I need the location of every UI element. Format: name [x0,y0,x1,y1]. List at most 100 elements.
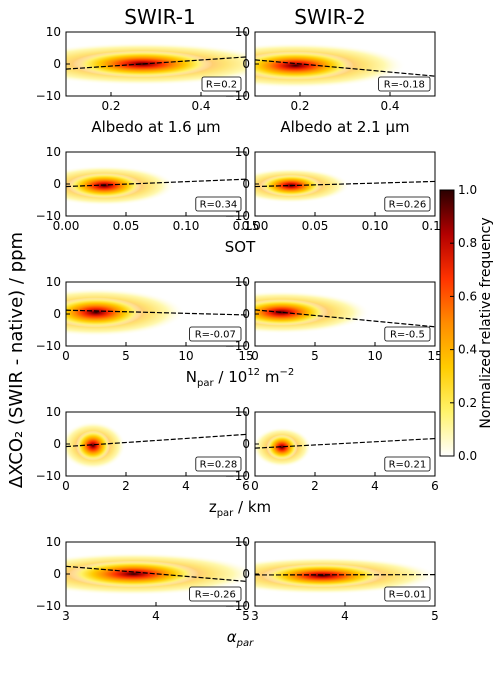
y-tick-label: −10 [36,599,61,613]
x-tick-label: 3 [251,609,259,623]
density-heatmap [255,427,312,468]
panel-r0-c0: 10 0 −10 0.2 0.4 R=0.2 Albedo at 1.6 μm [36,25,247,136]
y-tick-label: 10 [46,405,61,419]
x-tick-label: 5 [122,349,130,363]
x-tick-label: 6 [242,479,250,493]
y-tick-label: 0 [53,57,61,71]
correlation-label: R=-0.5 [390,330,425,341]
y-tick-label: 10 [235,25,250,39]
density-heatmap [66,165,176,206]
correlation-box [378,76,431,92]
panel-r3-c1: 100−100 2 4 6R=0.21 [225,405,439,493]
correlation-label: R=0.34 [200,200,238,211]
y-tick-label: 0 [242,437,250,451]
fit-line [66,433,246,448]
fit-line [255,59,435,77]
x-tick-label: 0 [62,349,70,363]
correlation-label: R=-0.18 [384,80,425,91]
x-tick-label: 0.05 [302,219,329,233]
correlation-box [189,326,242,342]
y-tick-label: 0 [53,307,61,321]
colorbar-tick-label: 0.4 [458,343,477,357]
x-tick-label: 0.2 [101,99,120,113]
correlation-label: R=0.21 [389,460,427,471]
correlation-box [195,196,242,212]
y-tick-label: −10 [36,209,61,223]
y-tick-label: 0 [242,567,250,581]
colorbar-gradient [439,189,455,457]
x-tick-label: 0.00 [242,219,269,233]
y-tick-label: 0 [53,437,61,451]
x-tick-label: 10 [367,349,382,363]
x-tick-label: 6 [431,479,439,493]
x-tick-label: 0.10 [173,219,200,233]
fit-line [255,437,435,449]
colorbar-tick-label: 1.0 [458,183,477,197]
correlation-box [384,196,431,212]
density-core [266,434,298,460]
x-tick-label: 15 [427,349,442,363]
panel-r1-c1: 10 0 −100.00 0.05 0.10 0.15 R=0.26 [225,145,449,233]
density-heatmap [255,291,371,334]
colorbar: 0.0 0.2 0.4 0.6 0.8 1.0 [439,183,477,463]
colorbar-label: Normalized relative frequency [478,217,494,428]
x-tick-label: 0.10 [362,219,389,233]
column-title-swir2: SWIR-2 [294,5,365,29]
y-tick-label: 0 [242,307,250,321]
fit-line [255,309,435,328]
colorbar-tick-label: 0.2 [458,396,477,410]
x-axis-label: Npar / 1012 m−2 [186,367,294,389]
y-tick-label: 0 [53,567,61,581]
x-tick-label: 2 [122,479,130,493]
x-tick-label: 0 [62,479,70,493]
density-core [67,560,200,588]
x-tick-label: 0.15 [233,219,260,233]
correlation-label: R=0.01 [389,590,427,601]
y-tick-label: −10 [225,469,250,483]
x-axis-label: SOT [225,238,256,256]
y-tick-label: 10 [46,535,61,549]
panel-r0-c1: 10 0 −10 0.2 0.4 R=-0.18 Albedo at 2.1 μm [225,25,436,136]
correlation-box [384,326,431,342]
density-heatmap [66,42,246,86]
x-tick-label: 15 [238,349,253,363]
fit-line [255,180,435,188]
y-tick-label: 10 [235,275,250,289]
x-tick-label: 0 [251,349,259,363]
x-tick-label: 5 [242,609,250,623]
fit-line [66,565,246,582]
correlation-box [201,76,242,92]
x-tick-label: 0.05 [113,219,140,233]
y-tick-label: 10 [235,405,250,419]
density-heatmap [66,552,246,596]
y-tick-label: −10 [225,209,250,223]
fit-line [66,56,246,70]
x-tick-label: 5 [431,609,439,623]
x-tick-label: 0.00 [53,219,80,233]
correlation-label: R=-0.07 [195,330,236,341]
density-core [255,51,354,80]
correlation-label: R=0.28 [200,460,238,471]
fit-line [66,309,246,316]
x-tick-label: 0 [251,479,259,493]
x-tick-label: 4 [341,609,349,623]
density-core [261,563,384,588]
correlation-box [384,456,431,472]
x-tick-label: 0.4 [191,99,210,113]
y-tick-label: −10 [36,469,61,483]
y-tick-label: 10 [235,145,250,159]
density-core [66,297,143,328]
x-axis-label: Albedo at 2.1 μm [280,118,409,136]
x-axis-label: zpar / km [209,498,271,519]
density-core [75,430,111,461]
x-tick-label: 0.2 [290,99,309,113]
x-tick-label: 4 [182,479,190,493]
x-axis-label: αpar [227,628,254,649]
y-tick-label: −10 [36,89,61,103]
y-tick-label: 10 [46,145,61,159]
